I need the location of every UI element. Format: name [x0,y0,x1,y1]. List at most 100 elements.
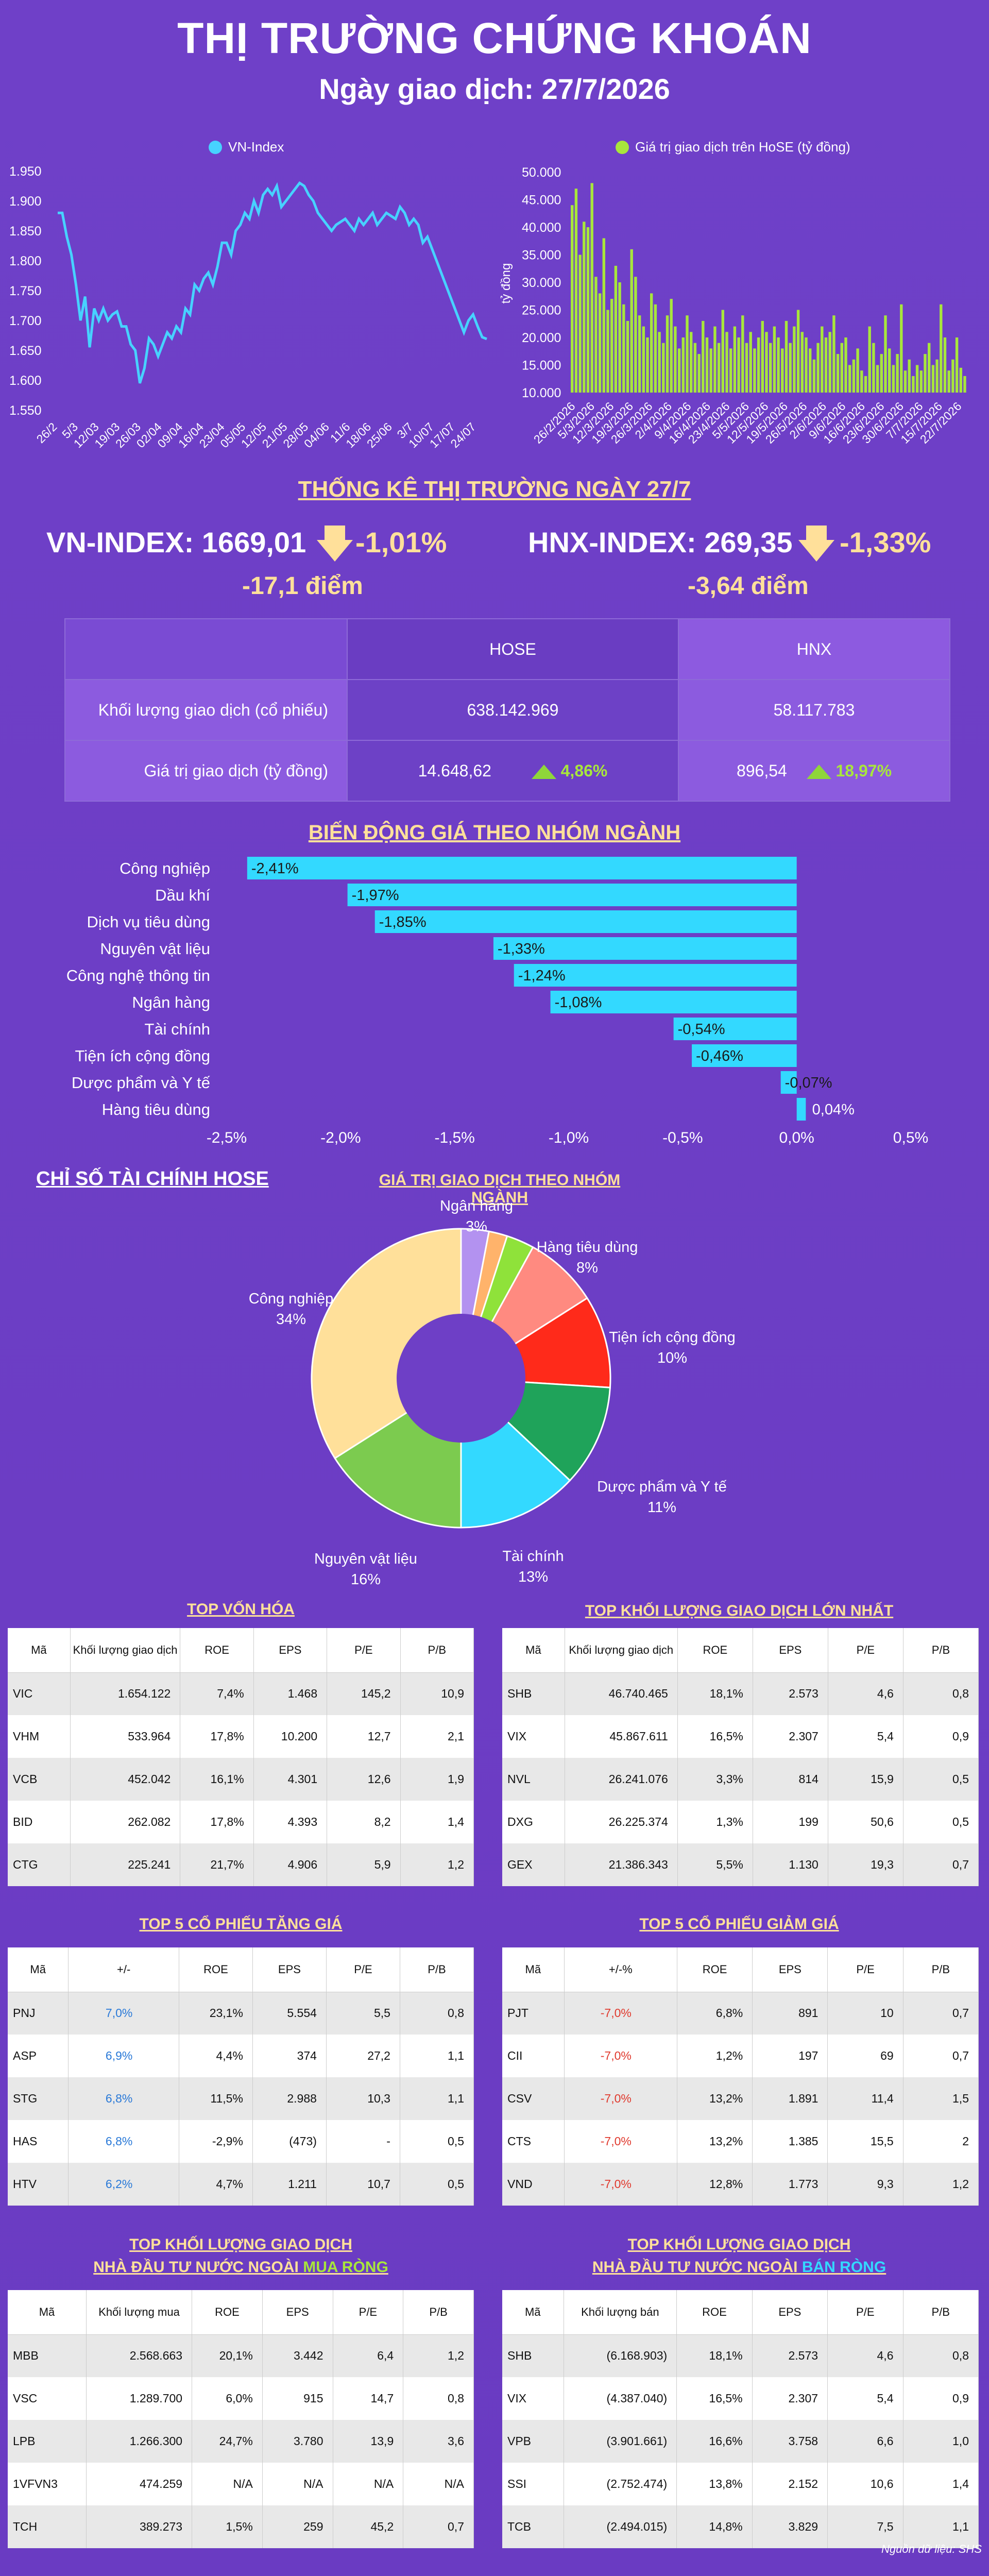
bar-y-tick: 40.000 [522,221,561,235]
table-cell: SHB [502,1672,565,1715]
table-cell: VSC [8,2377,87,2420]
sector-label: Công nghiệp [120,859,210,877]
sector-label: Tài chính [144,1020,210,1038]
table-cell: 0,8 [903,1672,979,1715]
sector-x-tick: -2,5% [207,1129,247,1146]
table-cell: 5.554 [252,1992,327,2035]
bar-hose-value [702,320,705,393]
bar-hose-value [618,282,621,393]
table-cell: 2.307 [753,1715,828,1758]
bar-y-tick: 25.000 [522,303,561,318]
hnx-up-arrow-icon [806,765,831,779]
table-cell: -7,0% [564,2035,677,2077]
hose-value-bar-chart: 50.000 45.000 40.000 35.000 30.000 25.000 20.0… [499,165,966,446]
table-cell: 5,5 [326,1992,400,2035]
table-cell: 1.130 [753,1843,828,1886]
donut-slice-label: Hàng tiêu dùng [537,1239,638,1256]
sector-label: Hàng tiêu dùng [102,1100,210,1118]
bar-hose-value [646,337,649,393]
bar-hose-value [884,315,887,393]
sector-bar [780,1071,797,1094]
table-row: CII -7,0% 1,2% 197 69 0,7 [502,2035,979,2077]
table-cell: 46.740.465 [565,1672,678,1715]
table-header: P/B [903,2290,979,2335]
sector-bar-label: -0,54% [678,1021,725,1038]
bar-hose-value [844,337,847,393]
bar-hose-value [753,348,756,393]
bar-hose-value [674,326,677,393]
line-y-tick: 1.650 [9,344,42,358]
bar-hose-value [681,337,685,393]
table-cell: VIC [8,1672,71,1715]
bar-hose-value [773,326,776,393]
table-cell: 225.241 [70,1843,181,1886]
table-cell: 4,6 [827,2334,903,2377]
table-row: VSC 1.289.700 6,0% 915 14,7 0,8 [8,2377,474,2420]
bar-hose-value [574,189,578,393]
bar-hose-value [793,326,796,393]
bar-hose-value [951,359,954,393]
table-cell: 8,2 [327,1801,401,1843]
table-header: P/E [327,1628,401,1673]
bar-hose-value [725,332,728,393]
table-row: VND -7,0% 12,8% 1.773 9,3 1,2 [502,2163,979,2206]
sector-bar-label: -1,08% [555,994,602,1011]
stats-hose-value: 14.648,62 [418,761,491,780]
table-row: NVL 26.241.076 3,3% 814 15,9 0,5 [502,1758,979,1801]
table-cell: 1,3% [677,1801,753,1843]
table-header: EPS [752,2290,828,2335]
bar-hose-value [654,304,657,393]
bar-y-tick: 20.000 [522,331,561,345]
bar-hose-value [721,310,724,393]
table-cell: 16,5% [676,2377,753,2420]
table-row: SHB 46.740.465 18,1% 2.573 4,6 0,8 [502,1672,979,1715]
table-cell: 533.964 [70,1715,181,1758]
table-cell: 2.573 [753,1672,828,1715]
table-row: SHB (6.168.903) 18,1% 2.573 4,6 0,8 [502,2334,979,2377]
table-cell: (2.752.474) [564,2463,677,2505]
table-cell: TCH [8,2505,87,2548]
bar-hose-value [733,326,737,393]
table-header: P/B [903,1628,979,1673]
foreign-buy-title: TOP KHỐI LƯỢNG GIAO DỊCH NHÀ ĐẦU TƯ NƯỚC… [8,2233,474,2279]
table-row: DXG 26.225.374 1,3% 199 50,6 0,5 [502,1801,979,1843]
table-cell: 5,4 [828,1715,903,1758]
market-stats-table: HOSE HNX Khối lượng giao dịch (cổ phiếu)… [64,618,951,802]
sector-x-tick: 0,0% [779,1129,814,1146]
stats-hose-volume: 638.142.969 [347,679,679,741]
sector-x-tick: -1,0% [549,1129,589,1146]
table-cell: 1,1 [400,2077,474,2120]
table-cell: 0,7 [903,1992,979,2035]
bar-hose-value [888,348,891,393]
vnindex-down-arrow-icon [317,526,353,562]
table-cell: 3.442 [262,2334,333,2377]
table-cell: 145,2 [327,1672,401,1715]
donut-slice-label: Ngân hàng [440,1198,513,1214]
bar-hose-value [872,343,875,393]
donut-slice-pct: 10% [657,1350,687,1366]
donut-slice-label: Tài chính [502,1548,564,1565]
sector-bar [514,964,797,987]
table-cell: 21.386.343 [565,1843,678,1886]
table-cell: TCB [502,2505,564,2548]
table-cell: 69 [827,2035,903,2077]
bar-hose-value [583,222,586,393]
table-cell: 2.307 [752,2377,828,2420]
vnindex-change-pct: -1,01% [355,526,447,558]
sector-label: Dầu khí [155,886,210,904]
table-header: Mã [502,1947,565,1992]
bar-hose-value [713,326,717,393]
sector-bar-label: -0,46% [696,1048,743,1064]
table-cell: 10,7 [326,2163,400,2206]
line-y-tick: 1.700 [9,314,42,328]
table-cell: 6,8% [68,2120,179,2163]
bar-y-tick: 30.000 [522,276,561,290]
table-row: CTS -7,0% 13,2% 1.385 15,5 2 [502,2120,979,2163]
vnindex-legend: VN-Index [209,139,284,155]
donut-slice-pct: 13% [518,1569,548,1585]
bar-hose-value [919,370,923,393]
table-cell: 3,3% [677,1758,753,1801]
table-row: HTV 6,2% 4,7% 1.211 10,7 0,5 [8,2163,474,2206]
table-cell: 0,8 [400,1992,474,2035]
table-cell: 4.301 [253,1758,328,1801]
